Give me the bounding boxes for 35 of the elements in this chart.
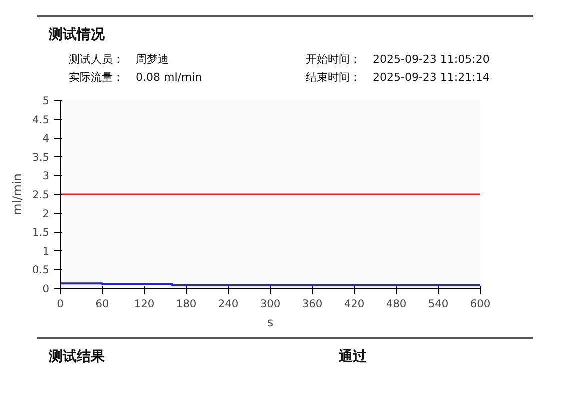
text: 测试结果	[49, 348, 106, 367]
x-tick-label: 60	[96, 298, 110, 310]
y-tick-label: 0	[42, 282, 50, 296]
text: 0.08 ml/min	[136, 70, 204, 86]
y-tick-label: 3	[42, 170, 50, 183]
text: 开始时间：	[306, 52, 362, 68]
x-tick-label: 0	[57, 298, 64, 310]
text: 2025-09-23 11:21:14	[373, 70, 491, 86]
text: 结束时间：	[306, 70, 362, 86]
y-tick-label: 4	[42, 132, 50, 146]
x-tick-label: 180	[176, 298, 197, 310]
x-tick-label: 300	[260, 298, 281, 310]
x-axis-title: s	[267, 316, 274, 330]
x-tick-label: 240	[218, 298, 239, 310]
x-tick-label: 540	[428, 298, 449, 310]
y-tick-label: 5	[42, 94, 50, 108]
y-tick-label: 4.5	[32, 113, 50, 126]
x-tick-label: 600	[470, 298, 491, 310]
y-tick-label: 2	[42, 207, 50, 220]
y-tick-label: 1.5	[32, 226, 50, 240]
text: 2025-09-23 11:05:20	[373, 52, 491, 68]
text: 测试人员：	[69, 52, 125, 68]
chart-title: 测试情况	[49, 26, 106, 45]
y-axis-title: ml/min	[10, 174, 25, 216]
y-tick-label: 0.5	[32, 264, 50, 277]
y-tick-label: 1	[42, 244, 50, 258]
y-tick-label: 2.5	[32, 188, 50, 202]
text: 周梦迪	[136, 52, 170, 68]
text: 通过	[339, 348, 368, 367]
x-tick-label: 420	[344, 298, 365, 310]
x-tick-label: 480	[386, 298, 407, 310]
y-tick-label: 3.5	[32, 150, 50, 164]
text: 实际流量：	[69, 70, 125, 86]
x-tick-label: 360	[302, 298, 323, 310]
x-tick-label: 120	[134, 298, 155, 310]
